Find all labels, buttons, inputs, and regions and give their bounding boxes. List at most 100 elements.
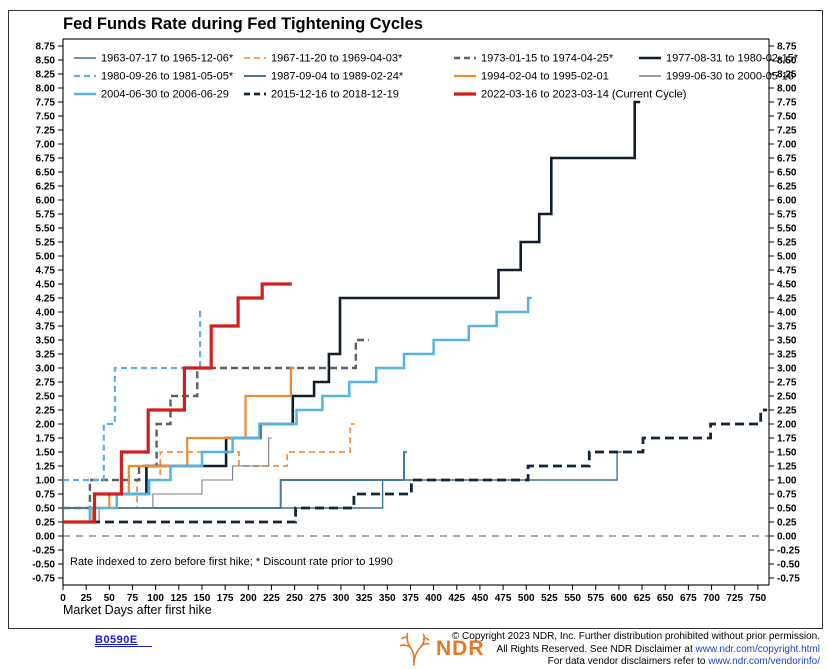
legend-label-3: 1977-08-31 to 1980-02-15* <box>666 53 799 65</box>
y-tick-label-left: 8.75 <box>36 42 56 53</box>
y-tick-label-left: 4.75 <box>36 266 56 277</box>
y-tick-label-left: 0.00 <box>36 532 56 543</box>
x-axis-title: Market Days after first hike <box>63 603 212 617</box>
y-tick-label-right: 7.00 <box>777 140 797 151</box>
x-tick-label: 625 <box>634 593 651 604</box>
x-tick-label: 575 <box>587 593 604 604</box>
series-line-4 <box>63 310 204 482</box>
y-tick-label-right: 6.00 <box>777 196 797 207</box>
x-tick-label: 525 <box>541 593 558 604</box>
ndr-antler-icon <box>399 632 430 666</box>
y-tick-label-right: 0.75 <box>777 490 797 501</box>
legend-label-8: 2004-06-30 to 2006-06-29 <box>101 89 229 101</box>
x-tick-label: 225 <box>263 593 280 604</box>
legend-label-4: 1980-09-26 to 1981-05-05* <box>101 71 234 83</box>
x-tick-label: 750 <box>750 593 767 604</box>
chart-id-link[interactable]: B0590E <box>95 634 152 647</box>
legend-label-0: 1963-07-17 to 1965-12-06* <box>101 53 234 65</box>
y-tick-label-left: 3.25 <box>36 350 56 361</box>
y-tick-label-right: 0.00 <box>777 532 797 543</box>
y-tick-label-right: -0.75 <box>777 574 800 585</box>
y-tick-label-left: 0.50 <box>36 504 56 515</box>
series-line-1 <box>63 423 355 509</box>
y-tick-label-left: -0.75 <box>32 574 55 585</box>
y-tick-label-right: 4.50 <box>777 280 797 291</box>
series-line-8 <box>63 296 532 524</box>
copyright-link[interactable]: www.ndr.com/copyright.html <box>695 643 821 655</box>
x-tick-label: 600 <box>611 593 628 604</box>
x-tick-label: 400 <box>425 593 442 604</box>
y-tick-label-right: 2.50 <box>777 392 797 403</box>
x-tick-label: 100 <box>147 593 164 604</box>
y-tick-label-left: 5.50 <box>36 224 56 235</box>
y-tick-label-left: 1.75 <box>36 434 56 445</box>
x-tick-label: 650 <box>657 593 674 604</box>
y-tick-label-right: 3.00 <box>777 364 797 375</box>
y-tick-label-right: 3.50 <box>777 336 797 347</box>
series-line-5 <box>63 451 407 509</box>
y-tick-label-right: 4.25 <box>777 294 797 305</box>
y-tick-label-left: 4.25 <box>36 294 56 305</box>
x-tick-label: 675 <box>680 593 697 604</box>
x-tick-label: 725 <box>726 593 743 604</box>
y-tick-label-right: 2.75 <box>777 378 797 389</box>
x-tick-label: 500 <box>518 593 535 604</box>
plot-frame <box>62 38 770 586</box>
y-tick-label-left: 6.00 <box>36 196 56 207</box>
x-tick-label: 250 <box>286 593 303 604</box>
y-tick-label-right: 5.00 <box>777 252 797 263</box>
y-tick-label-left: 4.00 <box>36 308 56 319</box>
y-tick-label-left: 1.50 <box>36 448 56 459</box>
series-line-7 <box>63 437 272 523</box>
y-tick-label-right: 1.50 <box>777 448 797 459</box>
series-line-6 <box>63 366 295 524</box>
series-line-9 <box>63 408 768 524</box>
x-tick-label: 25 <box>81 593 93 604</box>
ndr-logo: NDR <box>398 631 485 667</box>
legend-label-9: 2015-12-16 to 2018-12-19 <box>271 89 399 101</box>
y-tick-label-left: 3.75 <box>36 322 56 333</box>
y-tick-label-left: 8.00 <box>36 84 56 95</box>
y-tick-label-left: 2.50 <box>36 392 56 403</box>
y-tick-label-left: 4.50 <box>36 280 56 291</box>
y-tick-label-right: 7.50 <box>777 112 797 123</box>
copyright-block: © Copyright 2023 NDR, Inc. Further distr… <box>452 631 820 669</box>
x-tick-label: 75 <box>127 593 139 604</box>
x-tick-label: 325 <box>356 593 373 604</box>
x-tick-label: 450 <box>472 593 489 604</box>
y-tick-label-left: 2.75 <box>36 378 56 389</box>
y-tick-label-left: 7.25 <box>36 126 56 137</box>
x-tick-label: 0 <box>60 593 66 604</box>
y-tick-label-right: 8.75 <box>777 42 797 53</box>
y-tick-label-left: 5.75 <box>36 210 56 221</box>
y-tick-label-right: 1.75 <box>777 434 797 445</box>
y-tick-label-right: 8.25 <box>777 70 797 81</box>
x-tick-label: 150 <box>194 593 211 604</box>
y-tick-label-right: 6.75 <box>777 154 797 165</box>
legend-label-1: 1967-11-20 to 1969-04-03* <box>271 53 403 65</box>
y-tick-label-left: 0.75 <box>36 490 56 501</box>
x-tick-label: 200 <box>240 593 257 604</box>
y-tick-label-right: 2.25 <box>777 406 797 417</box>
x-tick-label: 300 <box>333 593 350 604</box>
y-tick-label-right: 4.75 <box>777 266 797 277</box>
vendor-link[interactable]: www.ndr.com/vendorinfo/ <box>708 656 820 667</box>
y-tick-label-right: 0.25 <box>777 518 797 529</box>
legend-label-6: 1994-02-04 to 1995-02-01 <box>481 71 609 83</box>
y-tick-label-right: 2.00 <box>777 420 797 431</box>
y-tick-label-left: 7.50 <box>36 112 56 123</box>
series-line-3 <box>63 100 641 524</box>
y-tick-label-right: 8.00 <box>777 84 797 95</box>
y-tick-label-left: 3.50 <box>36 336 56 347</box>
y-tick-label-left: 5.00 <box>36 252 56 263</box>
y-tick-label-right: 5.50 <box>777 224 797 235</box>
y-tick-label-right: 6.50 <box>777 168 797 179</box>
series-line-10 <box>63 282 292 524</box>
x-tick-label: 50 <box>104 593 116 604</box>
y-tick-label-left: 8.25 <box>36 70 56 81</box>
copyright-line2: All Rights Reserved. See NDR Disclaimer … <box>452 644 820 657</box>
x-tick-label: 375 <box>402 593 419 604</box>
y-tick-label-left: 1.25 <box>36 462 56 473</box>
x-tick-label: 175 <box>217 593 234 604</box>
